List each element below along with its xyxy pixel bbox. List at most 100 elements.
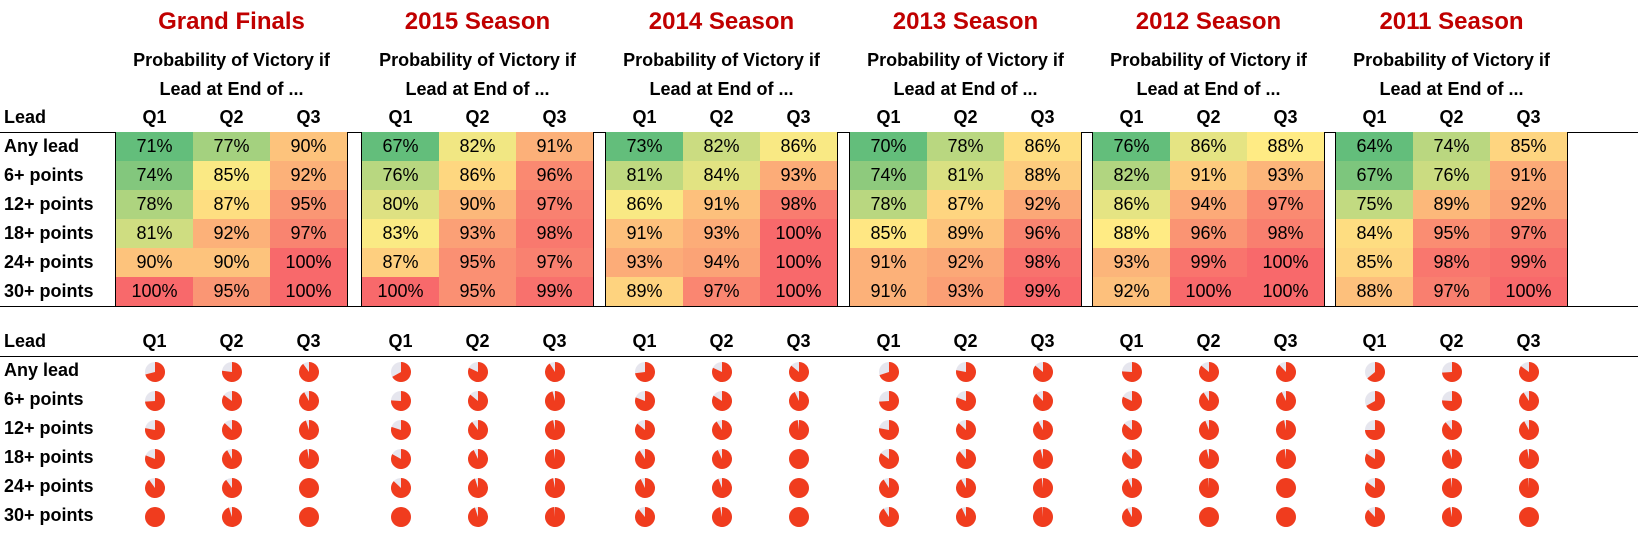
pie-mark bbox=[467, 506, 488, 527]
heatmap-cell: 96% bbox=[1004, 219, 1081, 248]
panel-subtitle-line2: Lead at End of ... bbox=[159, 79, 304, 99]
pie-slice bbox=[1198, 477, 1219, 498]
heatmap-right-rule bbox=[1324, 132, 1325, 306]
heatmap-cell: 93% bbox=[439, 219, 516, 248]
heatmap-cell: 97% bbox=[683, 277, 760, 306]
pie-mark bbox=[1364, 477, 1385, 498]
quarter-header-pies: Q3 bbox=[786, 331, 811, 351]
heatmap-left-rule bbox=[115, 132, 116, 306]
row-label-pies: 24+ points bbox=[4, 476, 94, 496]
heatmap-cell: 100% bbox=[270, 277, 347, 306]
heatmap-cell: 100% bbox=[362, 277, 439, 306]
quarter-header: Q3 bbox=[1273, 107, 1298, 127]
pie-mark bbox=[544, 390, 565, 411]
heatmap-cell: 88% bbox=[1336, 277, 1413, 306]
heatmap-cell: 85% bbox=[193, 161, 270, 190]
pie-slice bbox=[391, 361, 411, 382]
heatmap-cell: 97% bbox=[516, 190, 593, 219]
pie-mark bbox=[955, 390, 976, 411]
panel-subtitle-line1: Probability of Victory if bbox=[133, 50, 330, 70]
heatmap-cell: 98% bbox=[1413, 248, 1490, 277]
quarter-header: Q1 bbox=[1119, 107, 1144, 127]
pie-slice bbox=[221, 419, 242, 440]
heatmap-cell: 86% bbox=[1093, 190, 1170, 219]
pie-slice bbox=[1518, 419, 1539, 440]
quarter-header-pies: Q2 bbox=[465, 331, 490, 351]
heatmap-cell: 98% bbox=[1247, 219, 1324, 248]
heatmap-cell: 99% bbox=[516, 277, 593, 306]
pie-mark bbox=[711, 506, 732, 527]
row-label-pies: Any lead bbox=[4, 360, 80, 380]
pie-slice bbox=[221, 448, 242, 469]
quarter-header-pies: Q1 bbox=[142, 331, 167, 351]
pie-slice bbox=[544, 477, 565, 498]
pie-mark bbox=[544, 361, 565, 382]
pie-mark bbox=[1032, 419, 1053, 440]
quarter-header-pies: Q3 bbox=[1273, 331, 1298, 351]
heatmap-left-rule bbox=[1092, 132, 1093, 306]
heatmap-cell: 88% bbox=[1004, 161, 1081, 190]
row-label-pies: 6+ points bbox=[4, 389, 84, 409]
heatmap-cell: 82% bbox=[439, 132, 516, 161]
pie-slice bbox=[298, 448, 319, 469]
pie-mark bbox=[788, 448, 809, 469]
pie-mark bbox=[144, 448, 165, 469]
pie-slice bbox=[711, 448, 732, 469]
pie-slice bbox=[144, 477, 165, 498]
pie-mark bbox=[1364, 419, 1385, 440]
quarter-header-pies: Q2 bbox=[953, 331, 978, 351]
heatmap-cell: 95% bbox=[270, 190, 347, 219]
panel-subtitle-line1: Probability of Victory if bbox=[1110, 50, 1307, 70]
heatmap-cell: 97% bbox=[1490, 219, 1567, 248]
lead-header-pies: Lead bbox=[4, 331, 47, 351]
pie-mark bbox=[1364, 361, 1385, 382]
quarter-header: Q3 bbox=[1030, 107, 1055, 127]
pie-slice bbox=[788, 419, 809, 440]
quarter-header-pies: Q2 bbox=[709, 331, 734, 351]
quarter-header-pies: Q3 bbox=[542, 331, 567, 351]
quarter-header: Q3 bbox=[296, 107, 321, 127]
heatmap-cell: 99% bbox=[1170, 248, 1247, 277]
pie-slice bbox=[298, 477, 319, 498]
pie-slice bbox=[955, 361, 976, 382]
heatmap-cell: 94% bbox=[683, 248, 760, 277]
pie-slice bbox=[1032, 448, 1053, 469]
pie-mark bbox=[1275, 477, 1296, 498]
pie-slice bbox=[1121, 419, 1142, 440]
pie-slice bbox=[788, 361, 809, 382]
heatmap-cell: 91% bbox=[850, 277, 927, 306]
pie-mark bbox=[221, 506, 242, 527]
pie-slice bbox=[221, 477, 242, 498]
pie-slice bbox=[711, 419, 732, 440]
quarter-header-pies: Q2 bbox=[1196, 331, 1221, 351]
pie-mark bbox=[1275, 419, 1296, 440]
quarter-header: Q2 bbox=[465, 107, 490, 127]
pie-mark bbox=[788, 390, 809, 411]
quarter-header-pies: Q1 bbox=[632, 331, 657, 351]
heatmap-cell: 92% bbox=[193, 219, 270, 248]
heatmap-cell: 92% bbox=[270, 161, 347, 190]
heatmap-cell: 100% bbox=[1490, 277, 1567, 306]
heatmap-cell: 98% bbox=[760, 190, 837, 219]
pie-mark bbox=[1198, 361, 1219, 382]
heatmap-cell: 81% bbox=[927, 161, 1004, 190]
pie-mark bbox=[1121, 419, 1142, 440]
pie-mark bbox=[221, 361, 242, 382]
pie-mark bbox=[878, 448, 899, 469]
pie-slice bbox=[1198, 448, 1219, 469]
heatmap-cell: 90% bbox=[270, 132, 347, 161]
heatmap-bottom-rule bbox=[0, 306, 1638, 307]
pie-slice bbox=[1198, 419, 1219, 440]
heatmap-cell: 88% bbox=[1093, 219, 1170, 248]
heatmap-cell: 100% bbox=[760, 277, 837, 306]
heatmap-cell: 81% bbox=[116, 219, 193, 248]
pie-slice bbox=[221, 390, 242, 411]
pie-slice bbox=[544, 361, 565, 382]
pie-slice bbox=[634, 506, 655, 527]
pie-mark bbox=[390, 361, 411, 382]
heatmap-cell: 90% bbox=[439, 190, 516, 219]
heatmap-cell: 100% bbox=[1170, 277, 1247, 306]
pie-slice bbox=[955, 506, 976, 527]
quarter-header-pies: Q1 bbox=[388, 331, 413, 351]
pie-slice bbox=[788, 448, 809, 469]
